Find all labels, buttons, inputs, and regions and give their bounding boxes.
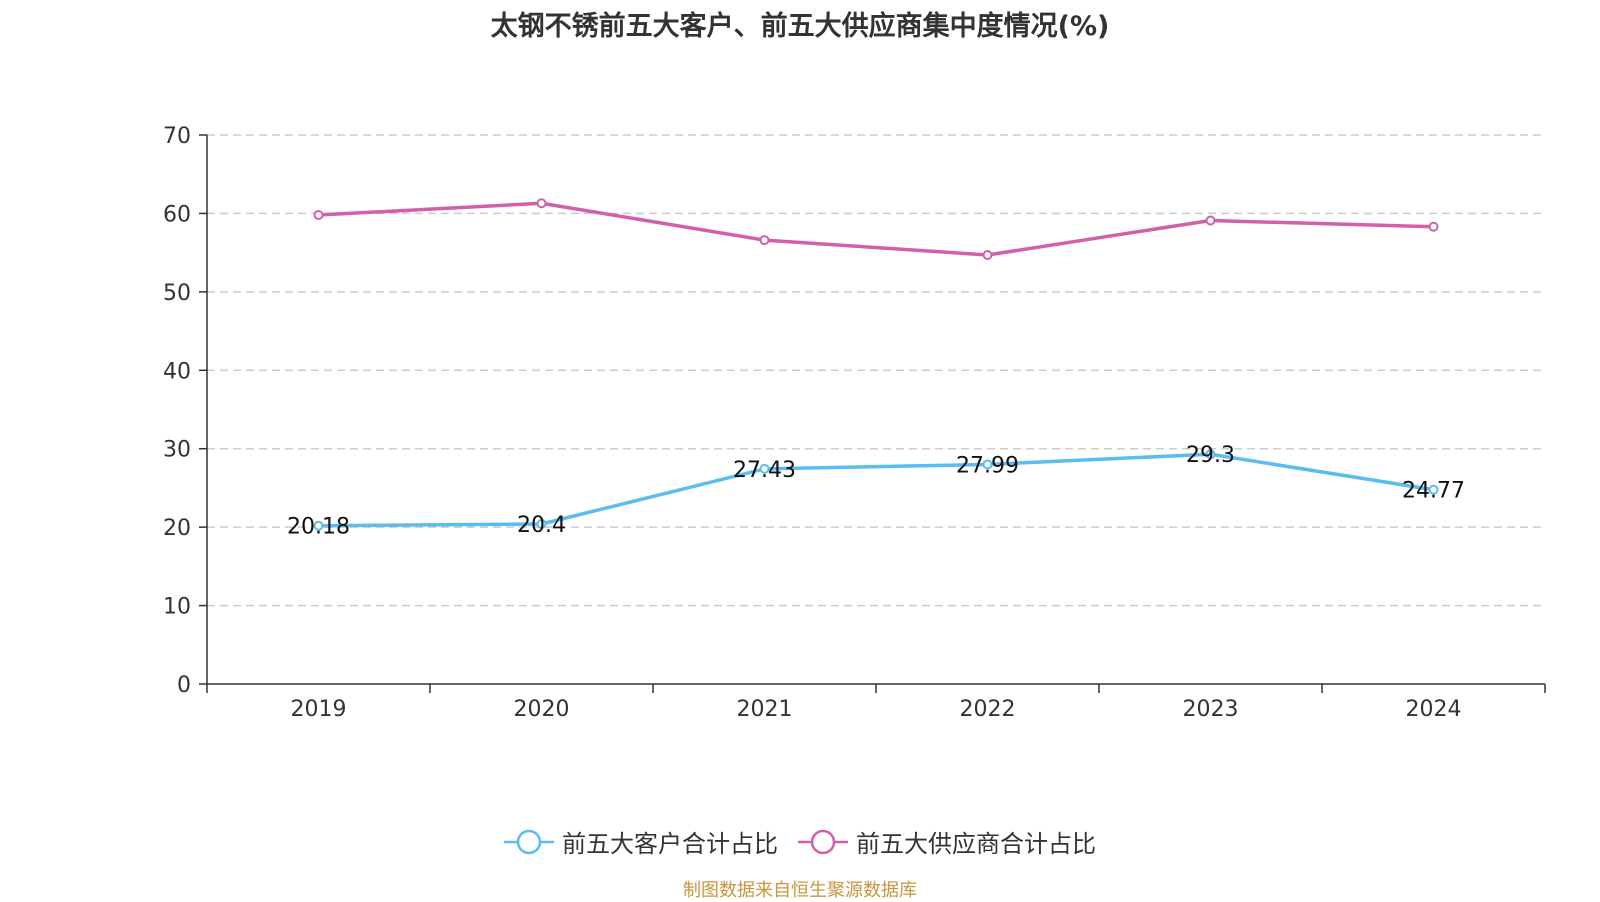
data-label: 29.3 <box>1186 443 1235 468</box>
data-point <box>759 235 770 246</box>
data-label: 20.4 <box>517 513 566 538</box>
data-point <box>313 520 324 531</box>
chart-title: 太钢不锈前五大客户、前五大供应商集中度情况(%) <box>490 11 1110 42</box>
legend-label: 前五大供应商合计占比 <box>856 830 1096 858</box>
data-label: 24.77 <box>1402 479 1465 504</box>
y-tick-label: 20 <box>163 516 191 541</box>
data-point <box>982 459 993 470</box>
x-tick-label: 2022 <box>960 697 1016 722</box>
data-labels: 20.18 20.4 27.43 27.99 29.3 24.77 <box>287 443 1465 540</box>
legend-label: 前五大客户合计占比 <box>562 830 778 858</box>
x-tick-label: 2021 <box>737 697 793 722</box>
y-tick-label: 30 <box>163 438 191 463</box>
data-label: 20.18 <box>287 515 350 540</box>
x-tick-label: 2019 <box>291 697 347 722</box>
x-tick-label: 2024 <box>1406 697 1462 722</box>
data-label: 27.99 <box>956 453 1019 478</box>
legend-item[interactable]: 前五大供应商合计占比 <box>798 824 1096 859</box>
legend-line-circle-icon <box>798 829 848 854</box>
y-tick-label: 10 <box>163 595 191 620</box>
data-point <box>1428 221 1439 232</box>
x-tick-label: 2020 <box>514 697 570 722</box>
legend-line-circle-icon <box>504 829 554 854</box>
y-tick-label: 50 <box>163 281 191 306</box>
y-tick-label: 0 <box>177 673 191 698</box>
data-point <box>1205 215 1216 226</box>
x-tick-label: 2023 <box>1183 697 1239 722</box>
data-label: 27.43 <box>733 458 796 483</box>
y-tick-label: 70 <box>163 124 191 149</box>
data-point <box>536 198 547 209</box>
data-point <box>536 519 547 530</box>
data-point <box>1205 449 1216 460</box>
series-line <box>318 452 1434 528</box>
series-group <box>313 198 1439 531</box>
data-point <box>1428 484 1439 495</box>
data-point <box>982 249 993 260</box>
legend: 前五大客户合计占比 前五大供应商合计占比 <box>0 824 1600 859</box>
gridlines <box>207 134 1545 607</box>
y-tick-label: 40 <box>163 359 191 384</box>
data-point <box>759 463 770 474</box>
source-note: 制图数据来自恒生聚源数据库 <box>683 880 917 901</box>
y-tick-label: 60 <box>163 202 191 227</box>
series-line <box>318 201 1434 257</box>
data-point <box>313 209 324 220</box>
axes: 0 10 20 30 40 50 60 70 2019 2020 2021 2022 2023 2024 <box>163 124 1546 722</box>
legend-item[interactable]: 前五大客户合计占比 <box>504 824 778 859</box>
